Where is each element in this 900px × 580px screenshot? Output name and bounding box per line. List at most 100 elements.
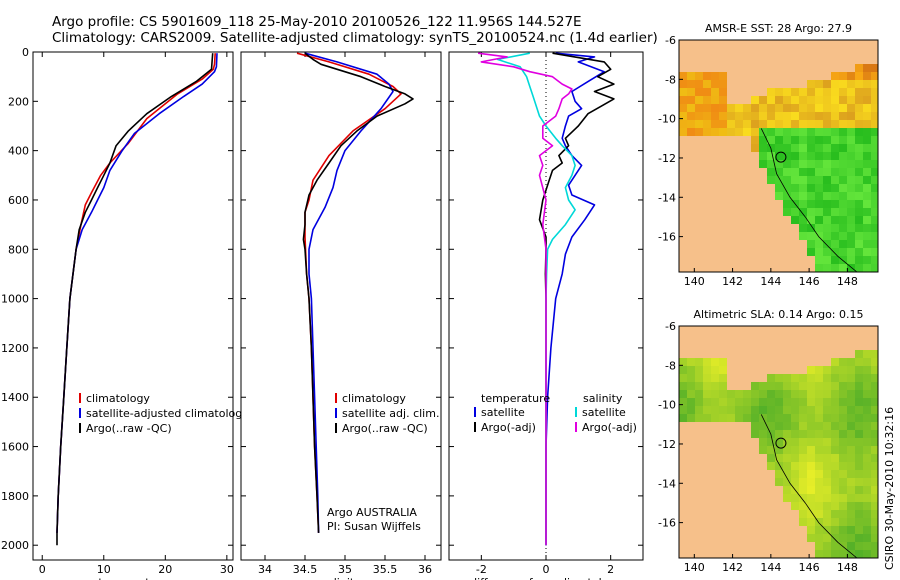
map-cell [759, 72, 768, 81]
map-cell [719, 240, 728, 249]
map-cell [791, 462, 800, 471]
map-cell [855, 144, 864, 153]
map-cell [871, 200, 878, 209]
map-cell [719, 430, 728, 439]
map-cell [863, 224, 872, 233]
map-cell [863, 88, 872, 97]
map-cell [695, 502, 704, 511]
map-cell [783, 438, 792, 447]
map-cell [679, 374, 688, 383]
map-cell [775, 168, 784, 177]
map-cell [823, 80, 832, 89]
map-cell [751, 494, 760, 503]
map-cell [711, 184, 720, 193]
map-cell [743, 390, 752, 399]
map-cell [687, 366, 696, 375]
map-cell [711, 176, 720, 185]
map-cell [815, 208, 824, 217]
map-cell [719, 358, 728, 367]
map-cell [687, 168, 696, 177]
map-cell [799, 64, 808, 73]
map-cell [863, 152, 872, 161]
map-cell [695, 88, 704, 97]
map-cell [783, 486, 792, 495]
map-cell [743, 200, 752, 209]
map-cell [727, 168, 736, 177]
map-cell [687, 414, 696, 423]
map-cell [871, 422, 878, 431]
temperature-xtick-label: 20 [158, 563, 172, 576]
map-cell [719, 534, 728, 543]
map-cell [719, 422, 728, 431]
map-cell [863, 112, 872, 121]
map-cell [759, 104, 768, 113]
map-cell [807, 80, 816, 89]
map-cell [695, 248, 704, 257]
map-cell [855, 40, 864, 49]
map-cell [759, 334, 768, 343]
map-cell [799, 160, 808, 169]
map-cell [815, 486, 824, 495]
map-cell [759, 550, 768, 558]
figure-title-line1: Argo profile: CS 5901609_118 25-May-2010… [52, 14, 582, 30]
map-cell [807, 232, 816, 241]
map-cell [831, 454, 840, 463]
map-cell [767, 88, 776, 97]
map-cell [743, 326, 752, 335]
map-cell [687, 334, 696, 343]
map-cell [735, 366, 744, 375]
reef-contour [760, 414, 858, 558]
map-cell [807, 112, 816, 121]
map-cell [831, 176, 840, 185]
map-cell [791, 414, 800, 423]
map-cell [831, 550, 840, 558]
map-cell [839, 152, 848, 161]
map-cell [807, 184, 816, 193]
map-cell [735, 518, 744, 527]
map-cell [775, 366, 784, 375]
map-cell [719, 406, 728, 415]
map-cell [847, 414, 856, 423]
map-cell [831, 96, 840, 105]
map-cell [831, 422, 840, 431]
map-cell [863, 232, 872, 241]
map-cell [743, 88, 752, 97]
map-cell [815, 334, 824, 343]
map-cell [719, 502, 728, 511]
map-cell [799, 494, 808, 503]
map-cell [815, 160, 824, 169]
map-cell [775, 208, 784, 217]
map-cell [727, 486, 736, 495]
map-cell [855, 462, 864, 471]
map-cell [775, 224, 784, 233]
map-cell [751, 414, 760, 423]
map-cell [743, 224, 752, 233]
map-cell [831, 160, 840, 169]
map-cell [759, 80, 768, 89]
map-cell [871, 430, 878, 439]
map-cell [743, 534, 752, 543]
map-cell [759, 168, 768, 177]
map-cell [695, 390, 704, 399]
map-cell [847, 48, 856, 57]
map-cell [855, 192, 864, 201]
salinity-series-argo-raw-qc- [302, 52, 414, 533]
map-cell [831, 470, 840, 479]
map-cell [743, 350, 752, 359]
map-cell [807, 550, 816, 558]
map-cell [815, 168, 824, 177]
map-cell [799, 430, 808, 439]
map-cell [751, 56, 760, 65]
map-cell [735, 80, 744, 89]
map-cell [791, 502, 800, 511]
map-cell [751, 430, 760, 439]
map-cell [815, 96, 824, 105]
map-cell [735, 64, 744, 73]
map-cell [687, 112, 696, 121]
map-cell [727, 160, 736, 169]
map-cell [807, 478, 816, 487]
map-cell [807, 200, 816, 209]
temperature-legend-item-label: Argo(..raw -QC) [86, 422, 172, 435]
map-cell [871, 264, 878, 272]
map-cell [759, 224, 768, 233]
